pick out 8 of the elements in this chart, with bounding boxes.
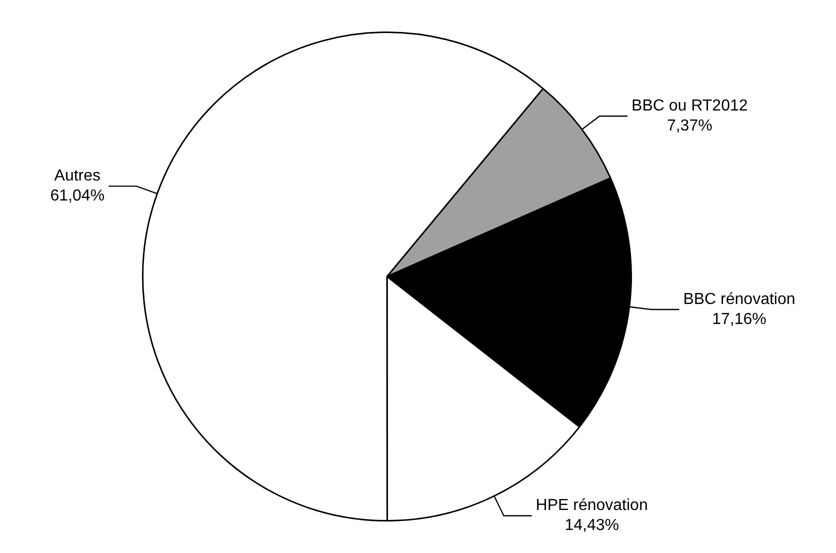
slice-label: HPE rénovation: [536, 497, 648, 514]
data-label: 14,43%: [564, 517, 619, 534]
slice-label: BBC ou RT2012: [632, 98, 748, 115]
data-label: 7,37%: [666, 118, 712, 135]
slice-label: BBC rénovation: [683, 290, 796, 308]
data-label: 17,16%: [712, 310, 766, 328]
data-label: 61,04%: [50, 188, 105, 205]
slice-label: Autres: [54, 168, 101, 185]
